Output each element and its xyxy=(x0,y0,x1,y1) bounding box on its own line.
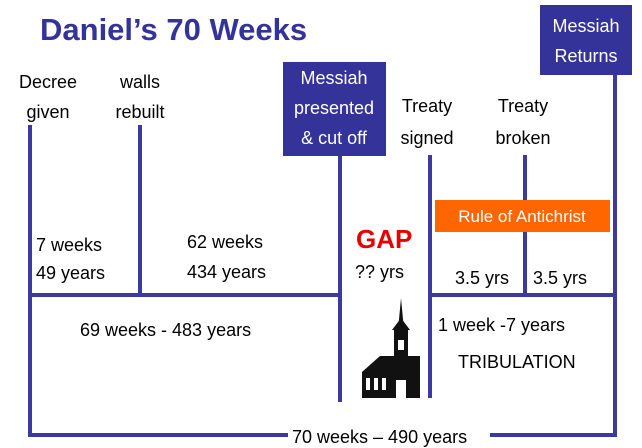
period-label: 1 week -7 years xyxy=(438,315,565,335)
event-label: Returns xyxy=(554,46,617,66)
period-label: 3.5 yrs xyxy=(533,268,587,288)
gap-length: ?? yrs xyxy=(355,262,404,282)
antichrist-label: Rule of Antichrist xyxy=(458,207,586,226)
event-label: presented xyxy=(294,98,374,118)
period-label: 62 weeks xyxy=(187,232,263,252)
event-label: rebuilt xyxy=(115,102,164,122)
period-label: 49 years xyxy=(36,263,105,283)
event-label: walls xyxy=(119,72,160,92)
church-icon xyxy=(362,298,420,398)
total-label: 70 weeks – 490 years xyxy=(292,427,467,447)
event-label: broken xyxy=(495,128,550,148)
event-label: Messiah xyxy=(300,68,367,88)
gap-title: GAP xyxy=(356,224,412,254)
event-label: Treaty xyxy=(498,96,548,116)
diagram: Daniel’s 70 Weeks Decree given walls reb… xyxy=(0,0,642,448)
title: Daniel’s 70 Weeks xyxy=(40,12,307,47)
period-label: 3.5 yrs xyxy=(455,268,509,288)
event-label: given xyxy=(26,102,69,122)
event-label: & cut off xyxy=(301,128,368,148)
event-label: Decree xyxy=(19,72,77,92)
period-label: 69 weeks - 483 years xyxy=(80,320,251,340)
event-label: Messiah xyxy=(552,16,619,36)
period-label: 7 weeks xyxy=(36,235,102,255)
event-label: Treaty xyxy=(402,96,452,116)
period-label: 434 years xyxy=(187,262,266,282)
period-label: TRIBULATION xyxy=(458,352,576,372)
event-label: signed xyxy=(400,128,453,148)
